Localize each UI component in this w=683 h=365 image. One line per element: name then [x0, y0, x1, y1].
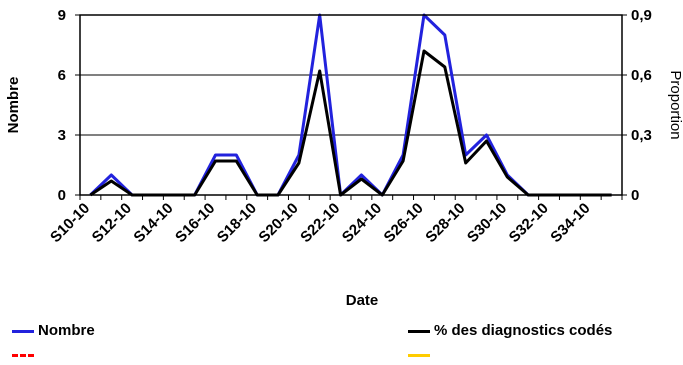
x-tick-label: S10-10: [47, 200, 93, 246]
tick-labels: 0 3 6 9 0 0,3 0,6 0,9 S10-10S12-10S14-10S16-10S1…: [47, 7, 652, 246]
legend-item-nombre: Nombre: [12, 322, 95, 339]
x-tick-label: S26-10: [381, 200, 427, 246]
legend-swatch-yellow: [408, 353, 430, 357]
y-tick-left: 9: [58, 7, 66, 24]
grid-lines: [80, 14, 622, 196]
legend-swatch-diagnostics: [408, 329, 430, 333]
y-tick-left: 3: [58, 127, 66, 144]
legend-swatch-nombre: [12, 329, 34, 333]
x-axis-title: Date: [346, 292, 379, 309]
y-axis-right-title: Proportion: [667, 70, 683, 139]
legend-item-yellow: [408, 346, 434, 363]
x-tick-label: S22-10: [297, 200, 343, 246]
legend-label-diagnostics: % des diagnostics codés: [434, 322, 613, 339]
x-tick-label: S12-10: [89, 200, 135, 246]
y-tick-left: 6: [58, 67, 66, 84]
x-tick-label: S14-10: [130, 200, 176, 246]
x-tick-label: S18-10: [214, 200, 260, 246]
legend-label-nombre: Nombre: [38, 322, 95, 339]
y-axis-left-title: Nombre: [5, 77, 22, 134]
y-tick-right: 0,9: [631, 7, 652, 24]
x-tick-label: S20-10: [255, 200, 301, 246]
legend-item-red-dashed: [12, 346, 38, 363]
y-tick-right: 0: [631, 187, 639, 204]
x-tick-label: S16-10: [172, 200, 218, 246]
y-tick-left: 0: [58, 187, 66, 204]
y-tick-right: 0,3: [631, 127, 652, 144]
legend-swatch-red-dashed: [12, 353, 34, 357]
y-tick-right: 0,6: [631, 67, 652, 84]
x-tick-label: S28-10: [422, 200, 468, 246]
series-line-0: [89, 13, 612, 197]
x-tick-label: S32-10: [506, 200, 552, 246]
axes: [75, 14, 627, 200]
x-tick-label: S24-10: [339, 200, 385, 246]
series-line-1: [89, 49, 612, 197]
x-tick-label: S34-10: [547, 200, 593, 246]
series-lines: [89, 13, 612, 197]
plot-frame: [79, 14, 623, 196]
x-tick-label: S30-10: [464, 200, 510, 246]
legend-item-diagnostics: % des diagnostics codés: [408, 322, 612, 339]
